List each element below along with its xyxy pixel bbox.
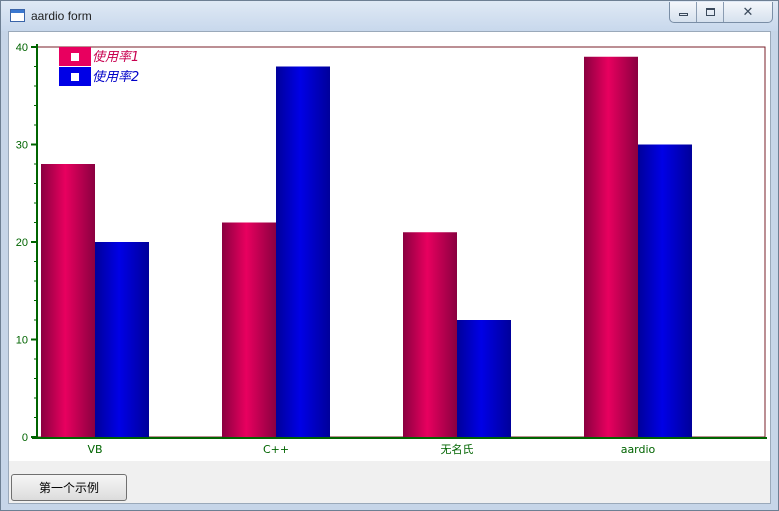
bar-chart: 0 10 20 30 40 VB C++ 无名氏 aardio 使用率1 使用率2 bbox=[16, 42, 767, 456]
maximize-button[interactable] bbox=[697, 2, 724, 22]
bar-1-3 bbox=[584, 56, 638, 437]
x-tick-label: C++ bbox=[263, 443, 289, 456]
window-controls: ✕ bbox=[669, 2, 773, 23]
y-tick-label: 40 bbox=[16, 42, 28, 54]
x-tick-label: VB bbox=[87, 443, 102, 456]
close-icon: ✕ bbox=[742, 4, 754, 20]
x-tick-label: aardio bbox=[621, 443, 656, 456]
minimize-icon bbox=[678, 13, 688, 16]
bar-2-3 bbox=[638, 144, 692, 437]
bar-2-2 bbox=[457, 320, 511, 437]
window-title: aardio form bbox=[31, 9, 92, 23]
bar-2-0 bbox=[95, 242, 149, 437]
close-button[interactable]: ✕ bbox=[724, 2, 772, 22]
bar-1-1 bbox=[222, 222, 276, 437]
legend-marker-1 bbox=[71, 53, 79, 61]
chart-panel: 0 10 20 30 40 VB C++ 无名氏 aardio 使用率1 使用率2 bbox=[9, 32, 770, 461]
y-tick-label: 30 bbox=[16, 140, 28, 152]
bar-1-0 bbox=[41, 164, 95, 437]
x-tick-label: 无名氏 bbox=[441, 442, 474, 456]
client-area: 0 10 20 30 40 VB C++ 无名氏 aardio 使用率1 使用率2 第一个示例 bbox=[8, 31, 771, 504]
legend-label-2: 使用率2 bbox=[92, 69, 139, 85]
maximize-icon bbox=[705, 8, 715, 16]
y-tick-label: 10 bbox=[16, 335, 28, 347]
first-example-button[interactable]: 第一个示例 bbox=[11, 474, 127, 501]
bar-1-2 bbox=[403, 232, 457, 437]
bar-2-1 bbox=[276, 66, 330, 437]
app-window-icon bbox=[10, 9, 25, 22]
y-tick-label: 20 bbox=[16, 237, 28, 249]
y-tick-label: 0 bbox=[22, 432, 28, 444]
legend-marker-2 bbox=[71, 73, 79, 81]
minimize-button[interactable] bbox=[670, 2, 697, 22]
legend-label-1: 使用率1 bbox=[92, 49, 139, 65]
title-bar[interactable]: aardio form ✕ bbox=[1, 1, 778, 31]
